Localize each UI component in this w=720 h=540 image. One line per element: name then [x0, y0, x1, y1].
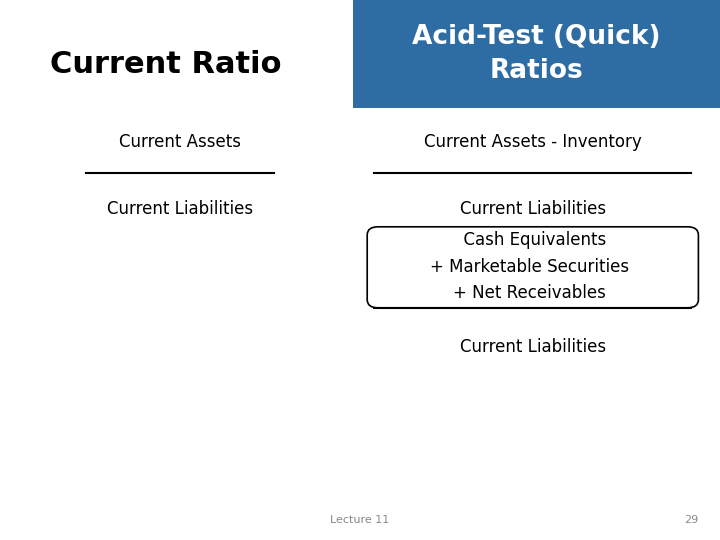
Text: Cash Equivalents: Cash Equivalents — [453, 231, 606, 249]
Text: + Net Receivables: + Net Receivables — [453, 284, 606, 302]
Text: Current Ratio: Current Ratio — [50, 50, 282, 79]
Text: Current Assets: Current Assets — [119, 133, 241, 151]
Text: + Marketable Securities: + Marketable Securities — [430, 258, 629, 276]
Text: Acid-Test (Quick)
Ratios: Acid-Test (Quick) Ratios — [412, 24, 661, 84]
Bar — [353, 0, 720, 108]
Text: Current Assets - Inventory: Current Assets - Inventory — [424, 133, 642, 151]
Text: Lecture 11: Lecture 11 — [330, 515, 390, 525]
Text: 29: 29 — [684, 515, 698, 525]
Text: Current Liabilities: Current Liabilities — [460, 338, 606, 355]
FancyBboxPatch shape — [367, 227, 698, 308]
Text: Current Liabilities: Current Liabilities — [460, 200, 606, 218]
Text: Current Liabilities: Current Liabilities — [107, 200, 253, 218]
